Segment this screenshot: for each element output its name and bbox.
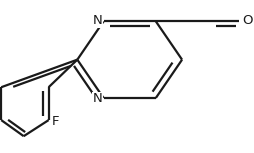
Text: N: N [92,92,102,105]
Text: N: N [92,14,102,27]
Text: O: O [242,14,252,27]
Text: F: F [52,115,59,128]
